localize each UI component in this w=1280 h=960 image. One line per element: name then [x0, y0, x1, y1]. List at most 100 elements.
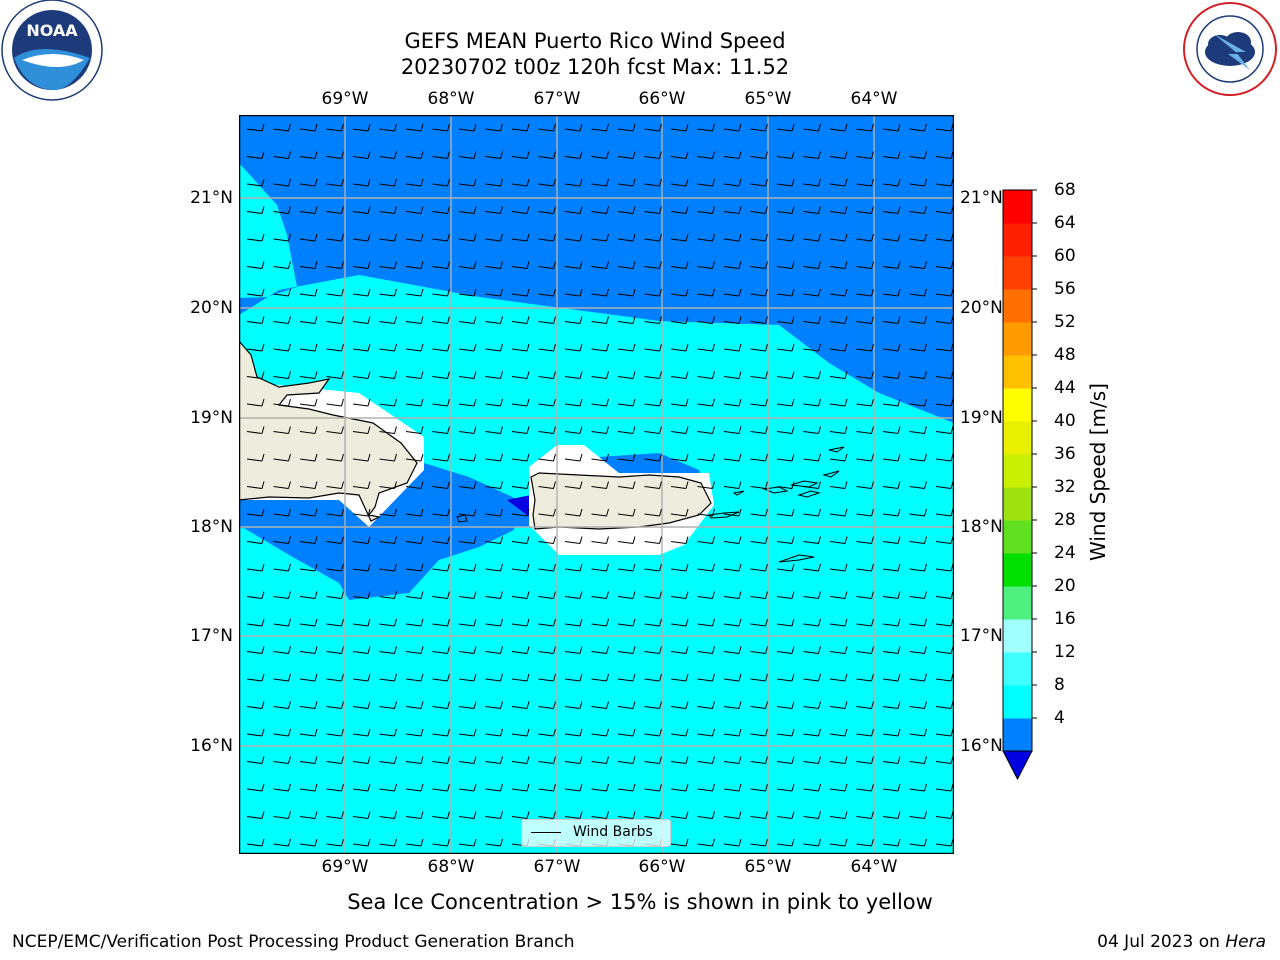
wind-barb	[750, 343, 768, 352]
wind-barb	[432, 646, 450, 654]
wind-barb	[909, 206, 927, 214]
wind-barb	[617, 673, 636, 682]
wind-barb	[617, 261, 636, 269]
wind-barb	[485, 673, 503, 682]
wind-barb	[246, 151, 265, 159]
wind-barb	[591, 261, 609, 269]
wind-barb	[723, 756, 742, 764]
wind-barb	[776, 453, 795, 462]
wind-barb	[644, 343, 662, 352]
wind-barb	[538, 618, 556, 627]
colorbar-segment	[1003, 619, 1032, 653]
wind-barb	[299, 206, 318, 214]
wind-barb	[432, 398, 450, 407]
colorbar-tick-label: 44	[1054, 378, 1076, 398]
wind-barb	[273, 123, 291, 132]
wind-barb	[723, 316, 742, 324]
wind-barb	[617, 618, 636, 627]
wind-barb	[273, 563, 291, 572]
wind-barb	[856, 591, 874, 599]
wind-barb	[352, 646, 371, 654]
wind-barb	[273, 151, 291, 159]
wind-barb	[299, 178, 318, 187]
colorbar-tick-label: 8	[1054, 675, 1065, 695]
wind-barb	[326, 481, 344, 489]
lon-label-bottom: 64°W	[850, 857, 898, 877]
wind-barb	[485, 453, 503, 462]
wind-barb	[776, 123, 795, 132]
wind-barb	[511, 426, 530, 434]
wind-barb	[591, 178, 609, 187]
wind-barb	[246, 316, 265, 324]
lat-label-right: 17°N	[960, 626, 1003, 646]
wind-barb	[670, 453, 689, 462]
wind-barb	[723, 398, 742, 407]
wind-barb	[511, 151, 530, 159]
wind-barb	[352, 343, 371, 352]
wind-barb	[750, 701, 768, 709]
wind-barb	[299, 426, 318, 434]
wind-barb	[670, 591, 689, 599]
wind-barb	[697, 453, 715, 462]
wind-barb	[617, 756, 636, 764]
wind-barb	[697, 481, 715, 489]
hispaniola-land	[239, 340, 418, 522]
wind-barb	[856, 508, 874, 517]
wind-barb	[273, 371, 291, 379]
wind-barb	[511, 701, 530, 709]
wind-barb	[538, 481, 556, 489]
wind-barb	[670, 646, 689, 654]
wind-barb	[511, 288, 530, 297]
wind-barb	[882, 563, 901, 572]
wind-barb	[246, 756, 265, 764]
wind-barb	[511, 728, 530, 737]
wind-barb	[485, 151, 503, 159]
wind-barb	[352, 288, 371, 297]
wind-barb	[803, 123, 821, 132]
graticule	[239, 115, 954, 854]
wind-barb	[564, 508, 583, 517]
wind-barb	[617, 701, 636, 709]
wind-barb	[697, 728, 715, 737]
wind-barb	[750, 261, 768, 269]
wind-barb	[909, 151, 927, 159]
wind-barb	[379, 343, 397, 352]
wind-barb	[246, 288, 265, 297]
wind-barb	[856, 756, 874, 764]
wind-barb	[379, 453, 397, 462]
wind-barb	[909, 426, 927, 434]
wind-barb	[273, 178, 291, 187]
wind-barb	[829, 261, 848, 269]
wind-barb	[670, 288, 689, 297]
wind-barb	[564, 343, 583, 352]
wind-barb	[273, 756, 291, 764]
wind-barb	[379, 288, 397, 297]
wind-barb	[882, 343, 901, 352]
wind-barb	[882, 783, 901, 792]
wind-barb	[432, 536, 450, 544]
wind-barb	[511, 371, 530, 379]
wind-barb	[538, 673, 556, 682]
wind-barb	[246, 811, 265, 819]
wind-barb	[379, 261, 397, 269]
wind-barb	[776, 728, 795, 737]
wind-barb	[299, 288, 318, 297]
wind-barb	[511, 316, 530, 324]
wind-barb	[803, 536, 821, 544]
wind-barb	[617, 233, 636, 242]
colorbar-tick-label: 68	[1054, 180, 1076, 200]
wind-barb	[935, 756, 954, 764]
wind-barb	[935, 701, 954, 709]
wind-barb	[935, 206, 954, 214]
wind-barb	[299, 701, 318, 709]
wind-barb	[776, 481, 795, 489]
wind-barb	[432, 316, 450, 324]
wind-barb	[379, 426, 397, 434]
wind-barb	[299, 343, 318, 352]
wind-barb	[485, 701, 503, 709]
wind-barb	[299, 123, 318, 132]
wind-barb	[882, 288, 901, 297]
wind-barb	[644, 453, 662, 462]
wind-barb	[432, 261, 450, 269]
wind-barb	[352, 151, 371, 159]
